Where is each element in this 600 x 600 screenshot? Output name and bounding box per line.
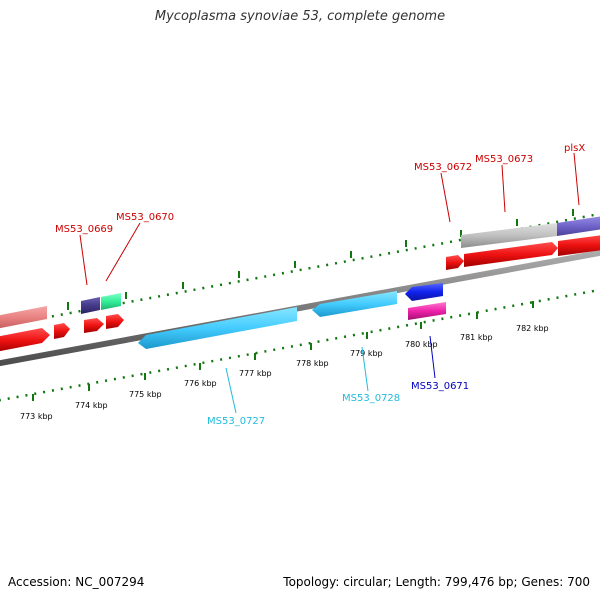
cds-ms53-0671[interactable] — [405, 283, 443, 301]
cds-ms53-0670[interactable] — [101, 293, 121, 310]
scale-label: 780 kbp — [405, 340, 438, 349]
scale-label: 779 kbp — [350, 349, 383, 358]
leader-ms53-0669 — [79, 234, 88, 286]
leader-plsx — [573, 152, 580, 206]
cds-ms53-0727[interactable] — [138, 307, 297, 349]
accession-text: Accession: NC_007294 — [8, 575, 145, 589]
leader-ms53-0672 — [440, 172, 451, 223]
leader-ms53-0673 — [501, 164, 506, 213]
label-ms53-0727[interactable]: MS53_0727 — [207, 416, 265, 427]
genome-summary-text: Topology: circular; Length: 799,476 bp; … — [283, 575, 590, 589]
leader-ms53-0727 — [225, 367, 237, 414]
cds-red-right[interactable] — [558, 234, 600, 256]
cds-pink-left[interactable] — [0, 306, 47, 330]
upper-tick-ruler — [0, 212, 600, 328]
leader-ms53-0671 — [429, 335, 436, 379]
cds-purple-upper[interactable] — [557, 215, 600, 236]
leader-ms53-0670 — [105, 222, 141, 282]
scale-label: 781 kbp — [460, 333, 493, 342]
map-title: Mycoplasma synoviae 53, complete genome — [154, 9, 446, 24]
scale-label: 778 kbp — [296, 359, 329, 368]
label-ms53-0671[interactable]: MS53_0671 — [411, 381, 469, 392]
scale-label: 776 kbp — [184, 379, 217, 388]
cds-red-long[interactable] — [464, 242, 558, 267]
lower-major-ticks — [32, 301, 534, 401]
label-ms53-0669[interactable]: MS53_0669 — [55, 224, 113, 235]
scale-label: 773 kbp — [20, 412, 53, 421]
cds-ms53-0669[interactable] — [81, 297, 100, 314]
leader-lines — [79, 152, 580, 414]
label-ms53-0728[interactable]: MS53_0728 — [342, 393, 400, 404]
label-ms53-0673[interactable]: MS53_0673 — [475, 154, 533, 165]
label-ms53-0672[interactable]: MS53_0672 — [414, 162, 472, 173]
scale-label: 775 kbp — [129, 390, 162, 399]
scale-label: 777 kbp — [239, 369, 272, 378]
lower-tick-ruler — [0, 288, 600, 402]
cds-magenta[interactable] — [408, 302, 446, 320]
label-plsx[interactable]: plsX — [564, 143, 585, 154]
cds-red-a[interactable] — [84, 318, 104, 333]
leader-ms53-0728 — [361, 346, 369, 392]
scale-label: 774 kbp — [75, 401, 108, 410]
cds-ms53-0728[interactable] — [312, 291, 397, 317]
cds-red-c[interactable] — [446, 255, 464, 270]
cds-red-small[interactable] — [54, 323, 70, 339]
scale-label: 782 kbp — [516, 324, 549, 333]
cds-gray-upper[interactable] — [461, 223, 557, 248]
cds-red-left[interactable] — [0, 328, 50, 353]
label-ms53-0670[interactable]: MS53_0670 — [116, 212, 174, 223]
cds-red-b[interactable] — [106, 314, 124, 329]
